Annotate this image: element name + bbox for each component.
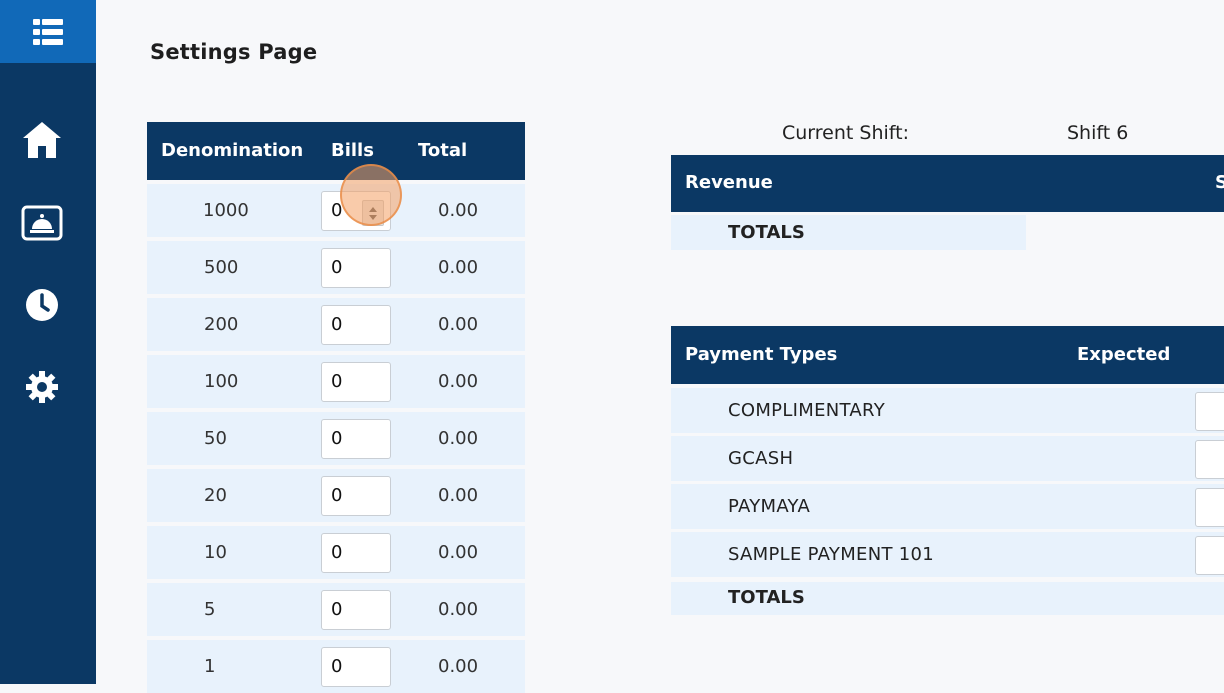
bills-value: 0 [331,542,343,563]
expected-input[interactable] [1195,488,1224,527]
denomination-total: 0.00 [438,656,479,677]
bills-value: 0 [331,200,343,221]
payment-row: GCASH [671,436,1224,481]
denomination-row: 1000 0 0.00 [147,184,525,237]
payment-type-name: SAMPLE PAYMENT 101 [728,544,935,565]
bills-stepper[interactable] [362,200,384,226]
expected-input[interactable] [1195,536,1224,575]
sidebar-item-service[interactable] [20,202,64,246]
denomination-value: 100 [204,371,239,392]
denomination-value: 20 [204,485,227,506]
denomination-total: 0.00 [438,485,479,506]
bills-value: 0 [331,485,343,506]
header-bills: Bills [331,140,374,161]
header-payment-types: Payment Types [685,344,838,365]
stepper-down-icon[interactable] [369,214,377,220]
bills-value: 0 [331,599,343,620]
denomination-row: 1 0 0.00 [147,640,525,693]
revenue-totals-row: TOTALS [671,215,1026,250]
bills-value: 0 [331,314,343,335]
denomination-table-header: Denomination Bills Total [147,122,525,180]
bills-input[interactable]: 0 [321,305,391,345]
denomination-value: 200 [204,314,239,335]
expected-input[interactable] [1195,440,1224,479]
bills-input[interactable]: 0 [321,248,391,288]
sidebar-item-settings[interactable] [20,365,64,409]
denomination-value: 500 [204,257,239,278]
denomination-row: 20 0 0.00 [147,469,525,522]
denomination-row: 10 0 0.00 [147,526,525,579]
revenue-table-header: Revenue S [671,155,1224,212]
sidebar [0,0,96,684]
header-total: Total [418,140,468,161]
bills-input[interactable]: 0 [321,362,391,402]
denomination-total: 0.00 [438,200,479,221]
menu-toggle-button[interactable] [0,0,96,63]
stepper-up-icon[interactable] [369,206,377,212]
denomination-total: 0.00 [438,599,479,620]
bills-value: 0 [331,257,343,278]
revenue-totals-label: TOTALS [728,222,805,243]
gear-icon [26,371,58,403]
payment-row: SAMPLE PAYMENT 101 [671,532,1224,577]
header-revenue-second: S [1215,172,1224,193]
denomination-value: 1 [204,656,216,677]
sidebar-item-history[interactable] [20,283,64,327]
header-denomination: Denomination [161,140,304,161]
header-expected: Expected [1077,344,1171,365]
payment-totals-row: TOTALS [671,582,1224,615]
denomination-total: 0.00 [438,257,479,278]
denomination-row: 50 0 0.00 [147,412,525,465]
payment-type-name: COMPLIMENTARY [728,400,885,421]
bills-value: 0 [331,428,343,449]
payment-row: COMPLIMENTARY [671,388,1224,433]
bills-input[interactable]: 0 [321,590,391,630]
denomination-total: 0.00 [438,314,479,335]
denomination-value: 10 [204,542,227,563]
denomination-value: 50 [204,428,227,449]
denomination-total: 0.00 [438,428,479,449]
denomination-table: Denomination Bills Total 1000 0 0.00 500… [147,122,525,693]
payment-type-name: GCASH [728,448,794,469]
payment-totals-label: TOTALS [728,587,805,608]
clock-icon [26,289,58,321]
current-shift-value: Shift 6 [1067,122,1129,144]
bills-input[interactable]: 0 [321,476,391,516]
bills-value: 0 [331,656,343,677]
bills-value: 0 [331,371,343,392]
service-bell-icon [21,205,63,241]
denomination-row: 5 0 0.00 [147,583,525,636]
list-menu-icon [33,18,63,45]
page-title: Settings Page [150,40,318,64]
current-shift-label: Current Shift: [782,122,909,144]
payment-row: PAYMAYA [671,484,1224,529]
sidebar-item-home[interactable] [20,118,64,162]
denomination-total: 0.00 [438,542,479,563]
denomination-value: 1000 [203,200,249,221]
bills-input[interactable]: 0 [321,647,391,687]
header-revenue: Revenue [685,172,773,193]
expected-input[interactable] [1195,392,1224,431]
payment-type-name: PAYMAYA [728,496,811,517]
bills-input[interactable]: 0 [321,533,391,573]
denomination-value: 5 [204,599,216,620]
denomination-row: 500 0 0.00 [147,241,525,294]
denomination-row: 100 0 0.00 [147,355,525,408]
payment-types-header: Payment Types Expected [671,326,1224,384]
denomination-row: 200 0 0.00 [147,298,525,351]
bills-input[interactable]: 0 [321,191,391,231]
denomination-total: 0.00 [438,371,479,392]
bills-input[interactable]: 0 [321,419,391,459]
home-icon [23,122,61,158]
